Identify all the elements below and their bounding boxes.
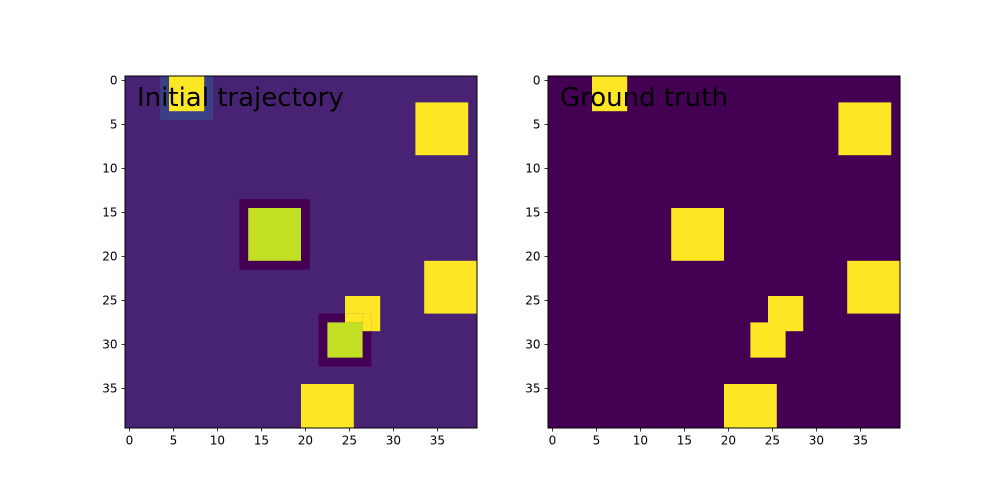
x-tick-label: 10 (210, 434, 225, 448)
panel-initial-trajectory: 0 5 10 15 20 25 30 35 0 5 10 15 20 25 30 35 Initial tr… (102, 73, 478, 448)
heatmap-cell (327, 322, 363, 358)
y-tick-label: 0 (110, 73, 118, 87)
y-axis-ticks: 0 5 10 15 20 25 30 35 (102, 73, 125, 395)
heatmap-cell (415, 102, 469, 156)
y-tick-label: 35 (102, 381, 117, 395)
heatmap-cell (847, 260, 900, 314)
x-tick-label: 35 (853, 434, 868, 448)
x-tick-label: 20 (298, 434, 313, 448)
panel-ground-truth: 0 5 10 15 20 25 30 35 0 5 10 15 20 25 30 35 Ground tru… (525, 73, 901, 448)
heatmap-cell (592, 76, 628, 112)
heatmap-cell (362, 313, 372, 332)
x-tick-label: 5 (593, 434, 601, 448)
panel-title: Ground truth (560, 83, 728, 113)
x-tick-label: 20 (721, 434, 736, 448)
x-tick-label: 15 (254, 434, 269, 448)
y-tick-label: 5 (110, 117, 118, 131)
y-tick-label: 30 (525, 337, 540, 351)
heatmap-cell (345, 313, 363, 323)
y-tick-label: 35 (525, 381, 540, 395)
x-tick-label: 5 (170, 434, 178, 448)
x-tick-label: 10 (633, 434, 648, 448)
x-tick-label: 15 (677, 434, 692, 448)
axes-frame (547, 75, 901, 429)
y-tick-label: 20 (102, 249, 117, 263)
x-axis-ticks: 0 5 10 15 20 25 30 35 (126, 428, 445, 448)
x-tick-label: 0 (549, 434, 557, 448)
panel-title: Initial trajectory (137, 83, 344, 113)
y-tick-label: 30 (102, 337, 117, 351)
y-tick-label: 15 (525, 205, 540, 219)
x-axis-ticks: 0 5 10 15 20 25 30 35 (549, 428, 868, 448)
y-tick-label: 5 (533, 117, 541, 131)
x-tick-label: 30 (809, 434, 824, 448)
x-tick-label: 35 (430, 434, 445, 448)
heatmap-cells (160, 76, 477, 428)
y-axis-ticks: 0 5 10 15 20 25 30 35 (525, 73, 548, 395)
y-tick-label: 25 (102, 293, 117, 307)
x-tick-label: 25 (765, 434, 780, 448)
heatmap-cell (750, 322, 786, 358)
y-tick-label: 0 (533, 73, 541, 87)
heatmap-cell (424, 260, 477, 314)
axes-frame (124, 75, 478, 429)
x-tick-label: 25 (342, 434, 357, 448)
x-tick-label: 30 (386, 434, 401, 448)
heatmap-cell (248, 208, 301, 261)
heatmap-cell (169, 76, 205, 112)
y-tick-label: 10 (525, 161, 540, 175)
x-tick-label: 0 (126, 434, 134, 448)
y-tick-label: 20 (525, 249, 540, 263)
heatmap-cell (301, 384, 354, 428)
y-tick-label: 10 (102, 161, 117, 175)
y-tick-label: 25 (525, 293, 540, 307)
heatmap-cell (671, 208, 724, 261)
y-tick-label: 15 (102, 205, 117, 219)
heatmap-cells (592, 76, 900, 428)
heatmap-cell (838, 102, 892, 156)
heatmap-cell (724, 384, 777, 428)
